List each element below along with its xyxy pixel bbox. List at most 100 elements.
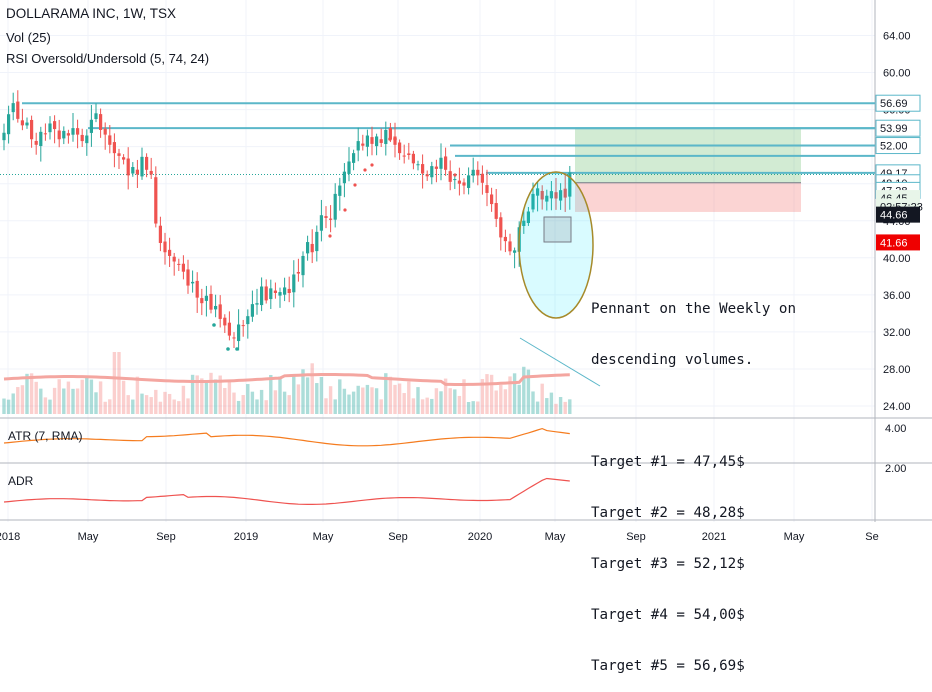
candle xyxy=(467,167,471,195)
price-label: 44.66 xyxy=(876,206,920,223)
candle xyxy=(241,319,245,337)
price-label-text: 41.66 xyxy=(880,237,908,249)
volume-bar xyxy=(52,387,57,414)
candle xyxy=(283,277,287,302)
candle xyxy=(62,126,66,145)
price-label-bg xyxy=(875,119,921,137)
rsi-marker xyxy=(235,347,239,351)
volume-bar xyxy=(342,388,347,414)
volume-bar xyxy=(190,374,195,414)
adr-indicator-label[interactable]: ADR xyxy=(8,474,34,488)
candle xyxy=(255,288,259,315)
volume-bar xyxy=(11,393,15,414)
candle xyxy=(168,237,172,268)
candle-body xyxy=(554,192,558,199)
volume-bar xyxy=(20,385,25,414)
price-axis: 64.0060.0056.0052.0048.0044.0040.0036.00… xyxy=(875,31,923,475)
candle xyxy=(48,116,52,140)
candle xyxy=(34,132,38,155)
price-label-bg xyxy=(875,94,921,112)
candle-body xyxy=(439,157,443,169)
candle-body xyxy=(352,153,356,163)
volume-bar xyxy=(236,400,241,414)
candle xyxy=(439,143,443,181)
candle-body xyxy=(563,188,567,198)
candle-body xyxy=(342,171,346,184)
volume-bar xyxy=(227,381,232,414)
volume-bar xyxy=(301,369,305,414)
consolidation-box xyxy=(543,216,572,243)
volume-bar xyxy=(503,389,508,414)
candle-body xyxy=(499,217,503,238)
candle xyxy=(145,153,149,178)
volume-bar xyxy=(25,373,29,414)
stop-zone xyxy=(575,182,801,212)
candle xyxy=(250,290,254,322)
price-label-text: 44.66 xyxy=(880,210,908,222)
candle xyxy=(25,117,29,129)
volume-bar xyxy=(361,387,365,414)
volume-bar xyxy=(126,395,130,414)
y-tick-label: 64.00 xyxy=(883,31,911,43)
candle-body xyxy=(34,140,38,145)
candle-body xyxy=(158,225,162,243)
candle-body xyxy=(269,288,273,300)
volume-bar xyxy=(241,395,245,414)
candle-body xyxy=(508,241,512,252)
x-tick-label: 2020 xyxy=(468,531,492,543)
candle-body xyxy=(283,287,287,295)
volume-bar xyxy=(384,373,388,414)
volume-bar xyxy=(287,395,291,414)
candle xyxy=(536,181,540,212)
price-chart[interactable]: 64.0060.0056.0052.0048.0044.0040.0036.00… xyxy=(0,0,932,550)
candle xyxy=(131,162,135,177)
candle-body xyxy=(241,325,245,327)
volume-bar xyxy=(370,387,374,414)
candle-body xyxy=(11,103,15,113)
volume-bar xyxy=(324,398,328,414)
candle xyxy=(57,119,61,148)
volume-bar xyxy=(457,395,462,414)
candle xyxy=(89,104,93,147)
candle-body xyxy=(402,155,406,157)
candle-body xyxy=(453,179,457,181)
volume-bar xyxy=(195,375,199,414)
candle-body xyxy=(227,322,231,336)
volume-bar xyxy=(563,401,567,414)
candle xyxy=(402,144,406,164)
candle xyxy=(122,154,126,165)
candle-body xyxy=(329,218,333,220)
atr-indicator-label[interactable]: ATR (7, RMA) xyxy=(8,429,83,443)
rsi-indicator-label[interactable]: RSI Oversold/Undersold (5, 74, 24) xyxy=(6,51,210,66)
candle-body xyxy=(218,304,222,319)
volume-bar xyxy=(62,388,66,414)
x-tick-label: May xyxy=(784,531,805,543)
candle-body xyxy=(273,290,277,293)
volume-bar xyxy=(108,399,112,414)
candle xyxy=(53,115,57,144)
x-tick-label: Sep xyxy=(388,531,408,543)
volume-bar xyxy=(66,381,71,414)
volume-bar xyxy=(554,403,558,414)
candle xyxy=(379,128,383,148)
annotation-line: Target #2 = 48,28$ xyxy=(591,505,745,521)
x-tick-label: Se xyxy=(865,531,878,543)
candle-body xyxy=(99,114,103,130)
candle-body xyxy=(71,128,75,135)
volume-bar xyxy=(402,393,406,414)
atr-line xyxy=(3,427,570,447)
volume-bar xyxy=(255,399,259,414)
candle-body xyxy=(333,193,337,220)
candle xyxy=(444,147,448,176)
chart-title: DOLLARAMA INC, 1W, TSX xyxy=(6,6,177,21)
chart-grid xyxy=(0,0,932,522)
volume-bar xyxy=(273,390,278,414)
candle-body xyxy=(540,190,544,200)
candle xyxy=(490,187,494,212)
volume-indicator-label[interactable]: Vol (25) xyxy=(6,30,51,45)
candle xyxy=(370,126,374,156)
candle xyxy=(108,125,112,154)
volume-bar xyxy=(439,391,443,414)
candle xyxy=(476,161,480,186)
volume-bar xyxy=(430,398,434,414)
